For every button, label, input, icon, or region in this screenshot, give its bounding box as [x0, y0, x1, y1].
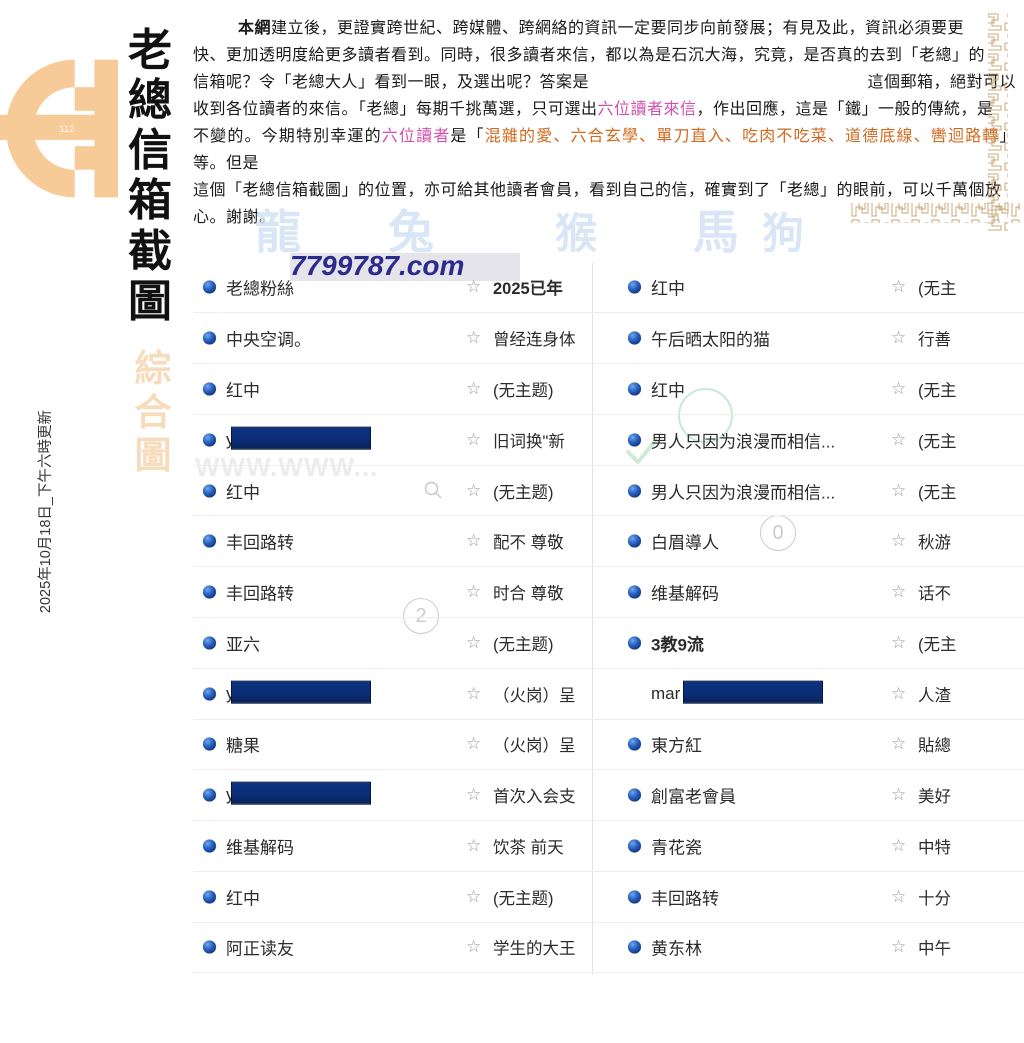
- svg-text:112: 112: [59, 124, 74, 135]
